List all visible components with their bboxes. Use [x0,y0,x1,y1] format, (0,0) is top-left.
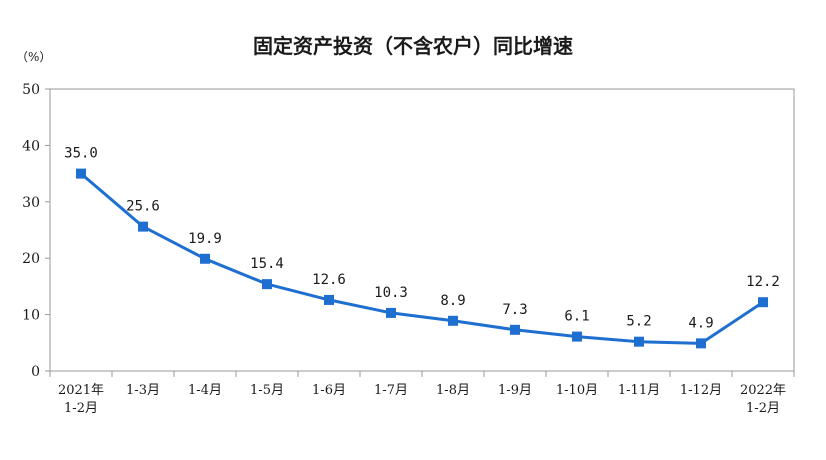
x-tick-label: 2022年 1-2月 [740,383,786,416]
y-tick-label: 30 [22,195,40,211]
x-tick-label: 1-4月 [188,383,222,398]
y-unit-label: （%） [16,50,52,64]
data-point [758,297,768,308]
data-point [386,307,396,318]
data-point [76,168,86,179]
y-tick-label: 0 [31,364,40,380]
data-point [262,279,272,290]
y-tick-label: 40 [22,138,40,154]
data-label: 35.0 [64,146,98,162]
data-label: 5.2 [626,314,651,330]
x-tick-label: 1-10月 [556,383,598,398]
data-label: 25.6 [126,199,160,215]
data-point [200,253,210,264]
data-point [510,324,520,335]
x-tick-label: 1-12月 [680,383,722,398]
data-label: 4.9 [688,315,713,331]
data-point [448,315,458,326]
data-point [572,331,582,342]
plot-frame [49,88,795,372]
y-tick-label: 20 [22,251,40,267]
data-label: 8.9 [440,293,465,309]
data-point [138,221,148,232]
x-tick-label: 1-5月 [250,383,284,398]
x-tick-label: 1-3月 [126,383,160,398]
data-label: 7.3 [502,302,527,318]
x-tick-label: 1-6月 [312,383,346,398]
data-point [324,294,334,305]
x-tick-label: 2021年 1-2月 [58,383,104,416]
y-tick-label: 10 [22,308,40,324]
data-point [696,338,706,349]
data-label: 6.1 [564,309,589,325]
series-line [80,172,764,345]
data-label: 12.2 [746,274,780,290]
chart-title: 固定资产投资（不含农户）同比增速 [253,34,573,58]
data-point [634,336,644,347]
data-label: 10.3 [374,285,408,301]
x-tick-label: 1-7月 [374,383,408,398]
data-label: 12.6 [312,272,346,288]
x-tick-label: 1-8月 [436,383,470,398]
x-tick-label: 1-9月 [498,383,532,398]
data-label: 19.9 [188,231,222,247]
data-label: 15.4 [250,256,284,272]
y-tick-label: 50 [22,82,40,98]
x-tick-label: 1-11月 [618,383,660,398]
